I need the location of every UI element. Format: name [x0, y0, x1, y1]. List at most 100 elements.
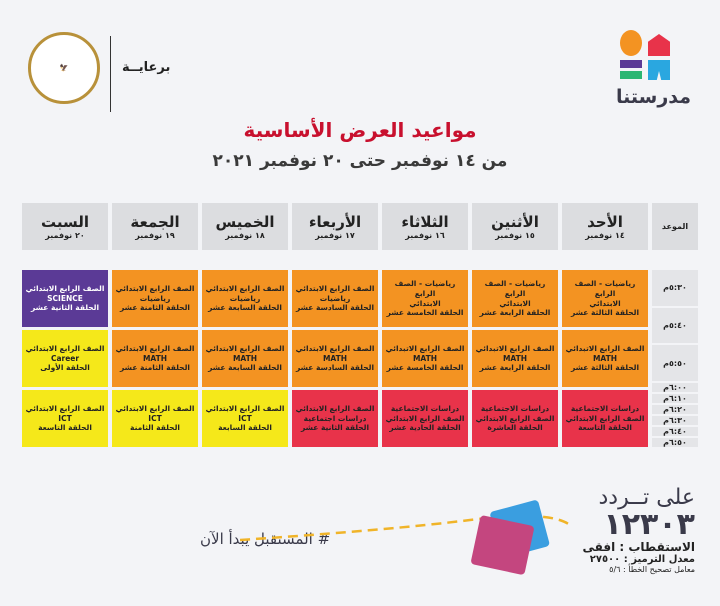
program-line: الصف الرابع الابتدائي — [25, 283, 105, 293]
program-line: الصف الرابع الابتدائي — [115, 403, 195, 413]
program-line: الحلقة الثانية عشر — [300, 423, 370, 433]
time-slot: ٥:٣٠م — [652, 270, 698, 306]
program-line: الحلقة الخامسة عشر — [386, 363, 464, 373]
time-slot: ٥:٤٠م — [652, 307, 698, 344]
program-line: ICT — [58, 413, 72, 423]
day-date: ٢٠ نوفمبر — [45, 231, 85, 240]
program-cell: الصف الرابع الاتبدائي MATH الحلقة الخامسة … — [382, 330, 468, 387]
sponsor-label: برعايــة — [122, 60, 171, 75]
fec: معامل تصحيح الخطأ : ٥/٦ — [609, 565, 695, 574]
page-title: مواعيد العرض الأساسية — [243, 118, 477, 142]
brand-name: مدرستنا — [616, 86, 692, 108]
program-line: الصف الرابع الابتدائي — [115, 283, 195, 293]
polarization: الاستقطاب : افقى — [582, 540, 695, 554]
program-line: رياضيات — [229, 293, 261, 303]
program-line: الصف الرابع الابتدائي — [205, 343, 285, 353]
day-header: الأثنين ١٥ نوفمبر — [472, 203, 558, 250]
program-line: الحلقة السابعة — [218, 423, 272, 433]
program-cell: الصف الرابع الابتدائي رياضيات الحلقة الساب… — [202, 270, 288, 327]
program-line: MATH — [592, 353, 618, 363]
program-line: MATH — [232, 353, 258, 363]
program-line: ICT — [148, 413, 162, 423]
program-line: الصف الرابع الاتبدائي — [475, 343, 555, 353]
day-date: ١٩ نوفمبر — [135, 231, 175, 240]
frequency-value: ١٢٣٠٣ — [603, 507, 695, 542]
program-line: رياضيات - الصف الرابع — [484, 279, 546, 298]
program-line: الحلقة الثامنة عشر — [120, 303, 190, 313]
program-cell: الصف الرابع الابتدائي رياضيات الحلقة الثام… — [112, 270, 198, 327]
day-name: الأحد — [587, 213, 623, 231]
program-line: الابتدائي — [499, 298, 531, 308]
program-line: الحلقة الثامنة عشر — [120, 363, 190, 373]
notebooks-illustration — [240, 500, 570, 575]
day-header: الثلاثاء ١٦ نوفمبر — [382, 203, 468, 250]
program-cell: دراسات الاجتماعية الصف الرابع الابتدائي ال… — [562, 390, 648, 447]
program-line: دراسات الاجتماعية — [390, 403, 460, 413]
frequency-info: على تــردد ١٢٣٠٣ الاستقطاب : افقى معدل ا… — [570, 485, 695, 574]
day-name: الثلاثاء — [401, 213, 449, 231]
program-line: الحلقة الخامسة عشر — [386, 308, 464, 318]
program-line: MATH — [142, 353, 168, 363]
program-line: الابتدائي — [409, 298, 441, 308]
time-column: ٥:٣٠م ٥:٤٠م ٥:٥٠م ٦:٠٠م ٦:١٠م ٦:٢٠م ٦:٣٠م ٦:٤٠م… — [652, 270, 698, 447]
program-line: ICT — [238, 413, 252, 423]
program-line: الحلقة الثالثة عشر — [570, 308, 640, 318]
program-line: الصف الرابع الابتدائي — [295, 403, 375, 413]
ministry-seal: 🦅 — [28, 32, 100, 104]
program-line: الصف الرابع الاتبدائي — [565, 343, 645, 353]
day-name: الأثنين — [491, 213, 539, 231]
program-cell: دراسات الاجتماعية الصف الرابع الابتدائي ال… — [472, 390, 558, 447]
program-line: الصف الرابع الابتدائي — [295, 283, 375, 293]
program-line: رياضيات - الصف الرابع — [574, 279, 636, 298]
program-line: الحلقة الأولى — [40, 363, 90, 373]
time-header: الموعد — [652, 203, 698, 250]
program-line: الحلقة الثالثة عشر — [570, 363, 640, 373]
program-line: الحلقة السادسة عشر — [295, 363, 375, 373]
program-line: الحلقة الرابعة عشر — [479, 363, 551, 373]
day-header: الخميس ١٨ نوفمبر — [202, 203, 288, 250]
day-date: ١٤ نوفمبر — [585, 231, 625, 240]
time-header-label: الموعد — [661, 222, 689, 231]
program-line: الحلقة السابعة عشر — [208, 303, 282, 313]
day-date: ١٧ نوفمبر — [315, 231, 355, 240]
program-line: رياضيات — [319, 293, 351, 303]
program-line: الحلقة التاسعة — [38, 423, 92, 433]
time-slot: ٦:٣٠م — [652, 416, 698, 425]
program-line: الحلقة الحادية عشر — [389, 423, 461, 433]
time-slot: ٦:٠٠م — [652, 383, 698, 392]
program-line: MATH — [322, 353, 348, 363]
program-line: الصف الرابع الابتدائي — [385, 413, 465, 423]
time-slot: ٥:٥٠م — [652, 345, 698, 381]
program-cell: رياضيات - الصف الرابع الابتدائي الحلقة الث… — [562, 270, 648, 327]
program-cell: الصف الرابع الابتدائي دراسات اجتماعية الحل… — [292, 390, 378, 447]
program-cell: الصف الرابع الابتدائي رياضيات الحلقة الساد… — [292, 270, 378, 327]
program-line: الحلقة التاسعة — [578, 423, 632, 433]
day-name: السبت — [40, 213, 90, 231]
day-date: ١٥ نوفمبر — [495, 231, 535, 240]
program-cell: الصف الرابع الابتدائي ICT الحلقة الثامنة — [112, 390, 198, 447]
program-line: رياضيات — [139, 293, 171, 303]
program-line: دراسات اجتماعية — [303, 413, 367, 423]
program-line: الصف الرابع الابتدائي — [565, 413, 645, 423]
page-subtitle: من ١٤ نوفمبر حتى ٢٠ نوفمبر ٢٠٢١ — [212, 151, 508, 171]
program-cell: الصف الرابع الابتدائي ICT الحلقة التاسعة — [22, 390, 108, 447]
program-line: الصف الرابع الابتدائي — [205, 403, 285, 413]
program-cell: الصف الرابع الابتدائي MATH الحلقة السادسة … — [292, 330, 378, 387]
program-line: الصف الرابع الابتدائي — [475, 413, 555, 423]
program-cell: الصف الرابع الابتدائي MATH الحلقة الثامنة … — [112, 330, 198, 387]
day-header: الجمعة ١٩ نوفمبر — [112, 203, 198, 250]
program-line: الصف الرابع الابتدائي — [25, 343, 105, 353]
day-header: الأربعاء ١٧ نوفمبر — [292, 203, 378, 250]
program-line: SCIENCE — [47, 293, 83, 303]
program-line: MATH — [502, 353, 528, 363]
day-name: الخميس — [215, 213, 275, 231]
program-line: MATH — [412, 353, 438, 363]
program-cell: دراسات الاجتماعية الصف الرابع الابتدائي ال… — [382, 390, 468, 447]
program-line: الحلقة الثامنة — [130, 423, 180, 433]
program-line: الحلقة السادسة عشر — [295, 303, 375, 313]
day-header: السبت ٢٠ نوفمبر — [22, 203, 108, 250]
program-line: Career — [50, 353, 80, 363]
frequency-label: على تــردد — [598, 485, 696, 510]
program-line: الصف الرابع الابتدائي — [25, 403, 105, 413]
program-cell: الصف الرابع الاتبدائي MATH الحلقة الرابعة … — [472, 330, 558, 387]
